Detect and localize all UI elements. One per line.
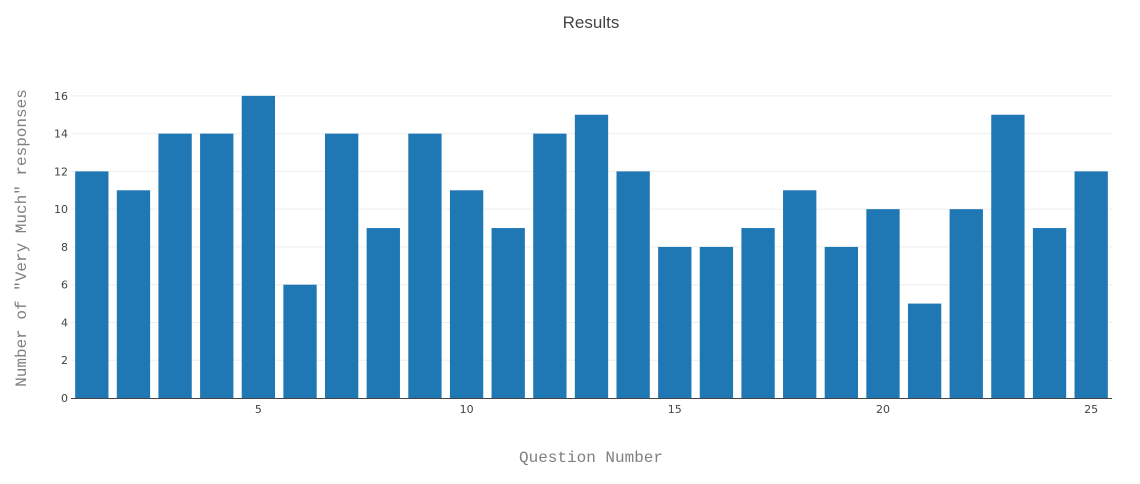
bar (366, 228, 400, 398)
bar (824, 246, 858, 398)
x-tick-label: 10 (460, 403, 474, 416)
bar (699, 246, 734, 398)
bar (1074, 171, 1108, 398)
bar (658, 246, 692, 398)
y-tick-label: 2 (61, 354, 68, 367)
bar (283, 284, 317, 398)
bar (1032, 228, 1067, 398)
bar (449, 190, 484, 398)
x-tick-label: 5 (255, 403, 262, 416)
x-tick-label: 25 (1084, 403, 1098, 416)
y-tick-label: 4 (61, 316, 68, 329)
bar (574, 114, 609, 398)
bar (158, 133, 192, 398)
y-tick-label: 0 (61, 392, 68, 405)
y-tick-label: 6 (61, 279, 68, 292)
y-tick-label: 16 (54, 90, 68, 103)
y-tick-label: 12 (54, 165, 68, 178)
y-axis-label: Number of "Very Much" responses (13, 89, 31, 387)
chart-title: Results (563, 13, 620, 32)
bar (116, 190, 151, 398)
bar (616, 171, 650, 398)
bar (783, 190, 817, 398)
bar (200, 133, 234, 398)
bar (408, 133, 442, 398)
x-tick-label: 20 (876, 403, 890, 416)
bars (75, 95, 1108, 398)
x-axis-label: Question Number (519, 449, 663, 467)
x-axis-ticks: 5 10 15 20 25 (255, 403, 1098, 416)
y-tick-label: 8 (61, 241, 68, 254)
bar (741, 228, 775, 398)
bar (949, 209, 983, 398)
bar (907, 303, 942, 398)
y-tick-label: 14 (54, 128, 68, 141)
bar (991, 114, 1025, 398)
bar (491, 228, 525, 398)
bar (241, 95, 276, 398)
bar (75, 171, 109, 398)
bar (325, 133, 359, 398)
y-axis-ticks: 0 2 4 6 8 10 12 14 16 (54, 90, 68, 405)
bar (866, 209, 900, 398)
x-tick-label: 15 (668, 403, 682, 416)
bar (533, 133, 567, 398)
y-tick-label: 10 (54, 203, 68, 216)
